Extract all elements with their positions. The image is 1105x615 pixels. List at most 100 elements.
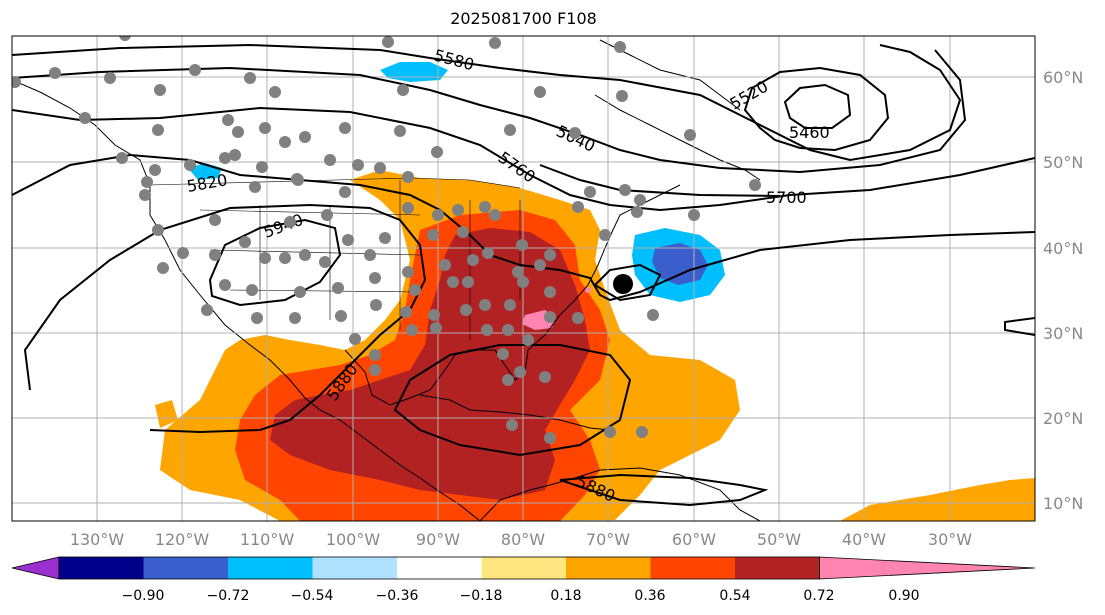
contour-5880-b bbox=[393, 344, 632, 457]
station-marker bbox=[339, 122, 351, 134]
station-marker bbox=[335, 310, 347, 322]
station-marker bbox=[232, 126, 244, 138]
lon-tick-label: 100°W bbox=[326, 530, 381, 549]
colorbar-tick-label: −0.36 bbox=[376, 588, 419, 604]
station-marker bbox=[504, 299, 516, 311]
station-marker bbox=[394, 125, 406, 137]
contour-5520 bbox=[743, 66, 890, 152]
station-marker bbox=[284, 216, 296, 228]
storm-center-marker bbox=[613, 274, 633, 294]
station-marker bbox=[157, 262, 169, 274]
colorbar-segment bbox=[650, 557, 735, 579]
colorbar-segment bbox=[312, 557, 397, 579]
station-marker bbox=[516, 239, 528, 251]
station-marker bbox=[647, 309, 659, 321]
station-marker bbox=[544, 286, 556, 298]
station-marker bbox=[370, 299, 382, 311]
station-marker bbox=[239, 236, 251, 248]
station-marker bbox=[49, 67, 61, 79]
station-marker bbox=[201, 304, 213, 316]
station-marker bbox=[544, 249, 556, 261]
station-marker bbox=[447, 276, 459, 288]
station-marker bbox=[259, 122, 271, 134]
lat-tick-label: 20°N bbox=[1043, 409, 1083, 428]
colorbar-segment bbox=[143, 557, 228, 579]
station-marker bbox=[249, 181, 261, 193]
station-marker bbox=[479, 299, 491, 311]
colorbar-segment bbox=[397, 557, 482, 579]
station-marker bbox=[184, 159, 196, 171]
station-marker bbox=[349, 333, 361, 345]
station-marker bbox=[321, 209, 333, 221]
station-marker bbox=[352, 159, 364, 171]
colorbar-tick-label: 0.36 bbox=[634, 588, 665, 604]
contour-label: 5700 bbox=[766, 188, 807, 207]
contour-5940 bbox=[208, 218, 342, 307]
contour-5760 bbox=[12, 106, 1035, 212]
station-marker bbox=[342, 234, 354, 246]
lon-tick-label: 30°W bbox=[928, 530, 972, 549]
lon-tick-label: 110°W bbox=[240, 530, 295, 549]
station-marker bbox=[428, 309, 440, 321]
colorbar bbox=[11, 556, 1036, 580]
contour-5820 bbox=[12, 153, 1035, 302]
colorbar-tick-label: 0.18 bbox=[550, 588, 581, 604]
station-marker bbox=[116, 152, 128, 164]
station-marker bbox=[534, 86, 546, 98]
map-title: 2025081700 F108 bbox=[450, 9, 597, 28]
station-marker bbox=[431, 146, 443, 158]
station-marker bbox=[430, 322, 442, 334]
station-marker bbox=[409, 284, 421, 296]
colorbar-segment bbox=[228, 557, 313, 579]
lat-tick-label: 50°N bbox=[1043, 153, 1083, 172]
station-marker bbox=[402, 266, 414, 278]
colorbar-segment bbox=[481, 557, 566, 579]
contour-5880-c bbox=[559, 473, 769, 507]
shade-region-pink-dot bbox=[585, 287, 591, 293]
station-marker bbox=[79, 112, 91, 124]
colorbar-tick-label: −0.90 bbox=[122, 588, 165, 604]
station-marker bbox=[289, 312, 301, 324]
shade-region-darkred bbox=[270, 228, 590, 500]
station-marker bbox=[294, 286, 306, 298]
lon-tick-label: 80°W bbox=[501, 530, 545, 549]
contour-5880-a bbox=[23, 203, 427, 434]
station-marker bbox=[432, 209, 444, 221]
height-contours bbox=[12, 43, 1035, 507]
station-marker bbox=[339, 186, 351, 198]
station-marker bbox=[497, 348, 509, 360]
lon-tick-label: 60°W bbox=[672, 530, 716, 549]
shade-region-orange-ne bbox=[840, 478, 1035, 521]
station-marker bbox=[12, 76, 21, 88]
colorbar-extend-high bbox=[819, 556, 1036, 580]
lat-tick-label: 30°N bbox=[1043, 324, 1083, 343]
station-marker bbox=[688, 209, 700, 221]
station-marker bbox=[512, 266, 524, 278]
station-marker bbox=[139, 189, 151, 201]
station-marker bbox=[219, 279, 231, 291]
lat-tick-label: 10°N bbox=[1043, 494, 1083, 513]
station-marker bbox=[219, 152, 231, 164]
station-marker bbox=[517, 276, 529, 288]
station-marker bbox=[439, 259, 451, 271]
shade-region-orange-islands bbox=[155, 400, 178, 428]
station-marker bbox=[614, 41, 626, 53]
station-marker bbox=[489, 37, 501, 49]
station-marker bbox=[502, 324, 514, 336]
lon-tick-label: 90°W bbox=[416, 530, 460, 549]
station-marker bbox=[279, 252, 291, 264]
station-marker bbox=[119, 36, 131, 41]
station-marker bbox=[104, 72, 116, 84]
station-marker bbox=[256, 161, 268, 173]
station-marker bbox=[544, 432, 556, 444]
station-marker bbox=[177, 247, 189, 259]
station-marker bbox=[539, 371, 551, 383]
station-marker bbox=[382, 36, 394, 48]
station-marker bbox=[291, 173, 303, 185]
station-marker bbox=[631, 206, 643, 218]
station-marker bbox=[634, 194, 646, 206]
station-marker bbox=[572, 201, 584, 213]
lon-tick-label: 130°W bbox=[70, 530, 125, 549]
station-marker bbox=[479, 201, 491, 213]
